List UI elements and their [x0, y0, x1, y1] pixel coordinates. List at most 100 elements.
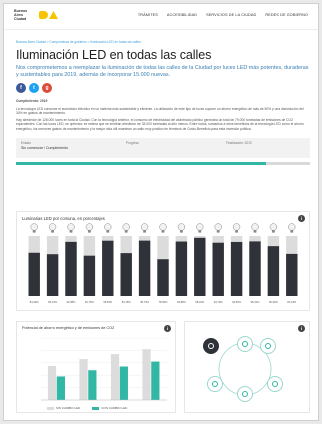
lightbulb-base-icon	[161, 230, 165, 233]
lightbulb-icon	[85, 223, 94, 231]
lightbulb-base-icon	[253, 230, 257, 233]
lightbulb-base-icon	[124, 230, 128, 233]
lightbulb-icon	[214, 223, 222, 231]
lightbulb-base-icon	[290, 230, 294, 233]
facebook-icon[interactable]: f	[16, 83, 26, 93]
twitter-icon[interactable]: t	[29, 83, 39, 93]
site-header: Buenos Aires Ciudad Trámites Accesibilid…	[4, 4, 318, 30]
lightbulb-icon	[30, 223, 38, 231]
tick-label: 94,58%	[67, 300, 76, 304]
cycle-node-3[interactable]	[237, 386, 253, 402]
city-logo[interactable]: Buenos Aires Ciudad	[14, 9, 58, 21]
bar	[56, 376, 65, 400]
lightbulb-base-icon	[51, 230, 54, 233]
bar	[120, 253, 132, 296]
led-by-comuna-chart: Luminarias LED por comuna, en porcentaje…	[16, 211, 310, 311]
cycle-diagram-box: i	[184, 321, 310, 413]
lightbulb-icon	[208, 343, 214, 349]
lightbulb-icon	[177, 223, 186, 231]
savings-chart: Potencial de ahorro energético y de emis…	[16, 321, 176, 413]
tick-label: 81,78%	[85, 300, 94, 304]
lightbulb-icon	[67, 223, 75, 231]
bar	[65, 241, 77, 296]
leaf-icon	[242, 341, 248, 347]
bar	[102, 240, 114, 296]
lightbulb-icon	[196, 223, 204, 231]
bar	[138, 240, 151, 296]
bar	[249, 241, 261, 296]
tick-label: 84,15%	[122, 300, 131, 304]
google-plus-icon[interactable]: g	[42, 83, 52, 93]
lightbulb-base-icon	[272, 230, 275, 233]
bar	[88, 370, 97, 400]
clock-icon	[212, 381, 218, 387]
cycle-node-4[interactable]	[207, 376, 223, 392]
status-state-label: Estado	[21, 141, 31, 145]
lightbulb-icon	[232, 223, 241, 231]
bar	[119, 366, 128, 400]
bar	[83, 255, 96, 296]
bar	[79, 359, 88, 400]
nav-item-accesibilidad[interactable]: Accesibilidad	[166, 13, 198, 17]
legend-con: CON CAMBIO LED	[101, 406, 128, 410]
bar	[175, 241, 188, 296]
nav-item-redes[interactable]: Redes de gobierno	[265, 13, 308, 17]
lightbulb-icon	[48, 223, 57, 231]
chart1-plot: 84,49% 83,14% 94,58% 81,78% 95,65% 84,15% 95,7…	[28, 223, 298, 304]
page: Buenos Aires Ciudad Trámites Accesibilid…	[3, 3, 319, 421]
tick-label: 93,79%	[214, 300, 223, 304]
breadcrumb[interactable]: Buenos Aires Ciudad > Compromisos de gob…	[16, 40, 141, 44]
bar	[230, 241, 243, 296]
info-icon[interactable]: i	[164, 325, 171, 332]
nav-item-tramites[interactable]: Trámites	[137, 13, 158, 17]
page-title: Iluminación LED en todas las calles	[16, 48, 212, 62]
legend-sin: SIN CAMBIO LED	[56, 406, 81, 410]
completion-date: Cumplimiento: 2019	[16, 99, 48, 103]
bar	[151, 361, 160, 400]
tick-label: 90,60%	[269, 300, 278, 304]
status-panel: Estado Sin comenzar / Cumplimiento Progr…	[16, 138, 310, 158]
paragraph-2: Hay alrededor de 128.000 luces en toda l…	[16, 118, 304, 131]
lightbulb-base-icon	[69, 230, 73, 233]
cycle-node-2[interactable]	[237, 336, 253, 352]
cycle-node-dark[interactable]	[203, 338, 219, 354]
lightbulb-base-icon	[32, 230, 36, 233]
logo-text: Buenos Aires Ciudad	[14, 9, 28, 21]
lightbulb-base-icon	[235, 230, 238, 233]
tick-label: 95,01%	[251, 300, 260, 304]
lightbulb-icon	[122, 223, 130, 231]
lightbulb-base-icon	[198, 230, 202, 233]
cycle-node-1[interactable]	[260, 338, 276, 354]
legend-swatch-con	[92, 406, 100, 410]
lightbulb-base-icon	[88, 230, 91, 233]
lightbulb-icon	[288, 223, 296, 231]
tick-label: 83,43%	[287, 300, 296, 304]
social-share: f t g	[16, 83, 52, 93]
tick-label: 95,73%	[140, 300, 149, 304]
bar	[46, 254, 59, 296]
bar	[267, 246, 280, 296]
status-progress-label: Progreso	[126, 141, 139, 145]
bar	[194, 237, 206, 296]
tick-label: 94,88%	[177, 300, 186, 304]
wrench-icon	[242, 391, 248, 397]
chart2-legend: SIN CAMBIO LED CON CAMBIO LED	[47, 406, 127, 410]
tick-label: 83,14%	[48, 300, 57, 304]
lightbulb-icon	[251, 223, 259, 231]
nav-item-servicios[interactable]: Servicios de la Ciudad	[206, 13, 257, 17]
lightbulb-base-icon	[106, 230, 110, 233]
info-icon[interactable]: i	[298, 215, 305, 222]
lightbulb-base-icon	[143, 230, 146, 233]
ba-logo-icon	[39, 11, 58, 19]
tick-label: 78,50%	[159, 300, 168, 304]
chart2-title: Potencial de ahorro energético y de emis…	[22, 326, 115, 330]
tick-label: 84,49%	[30, 300, 39, 304]
lightbulb-icon	[140, 223, 149, 231]
bar	[142, 349, 151, 400]
bar	[212, 242, 224, 296]
bar	[157, 259, 169, 296]
cycle-node-5[interactable]	[267, 376, 283, 392]
info-icon[interactable]: i	[298, 325, 305, 332]
bar	[28, 252, 40, 296]
tick-label: 95,65%	[103, 300, 112, 304]
